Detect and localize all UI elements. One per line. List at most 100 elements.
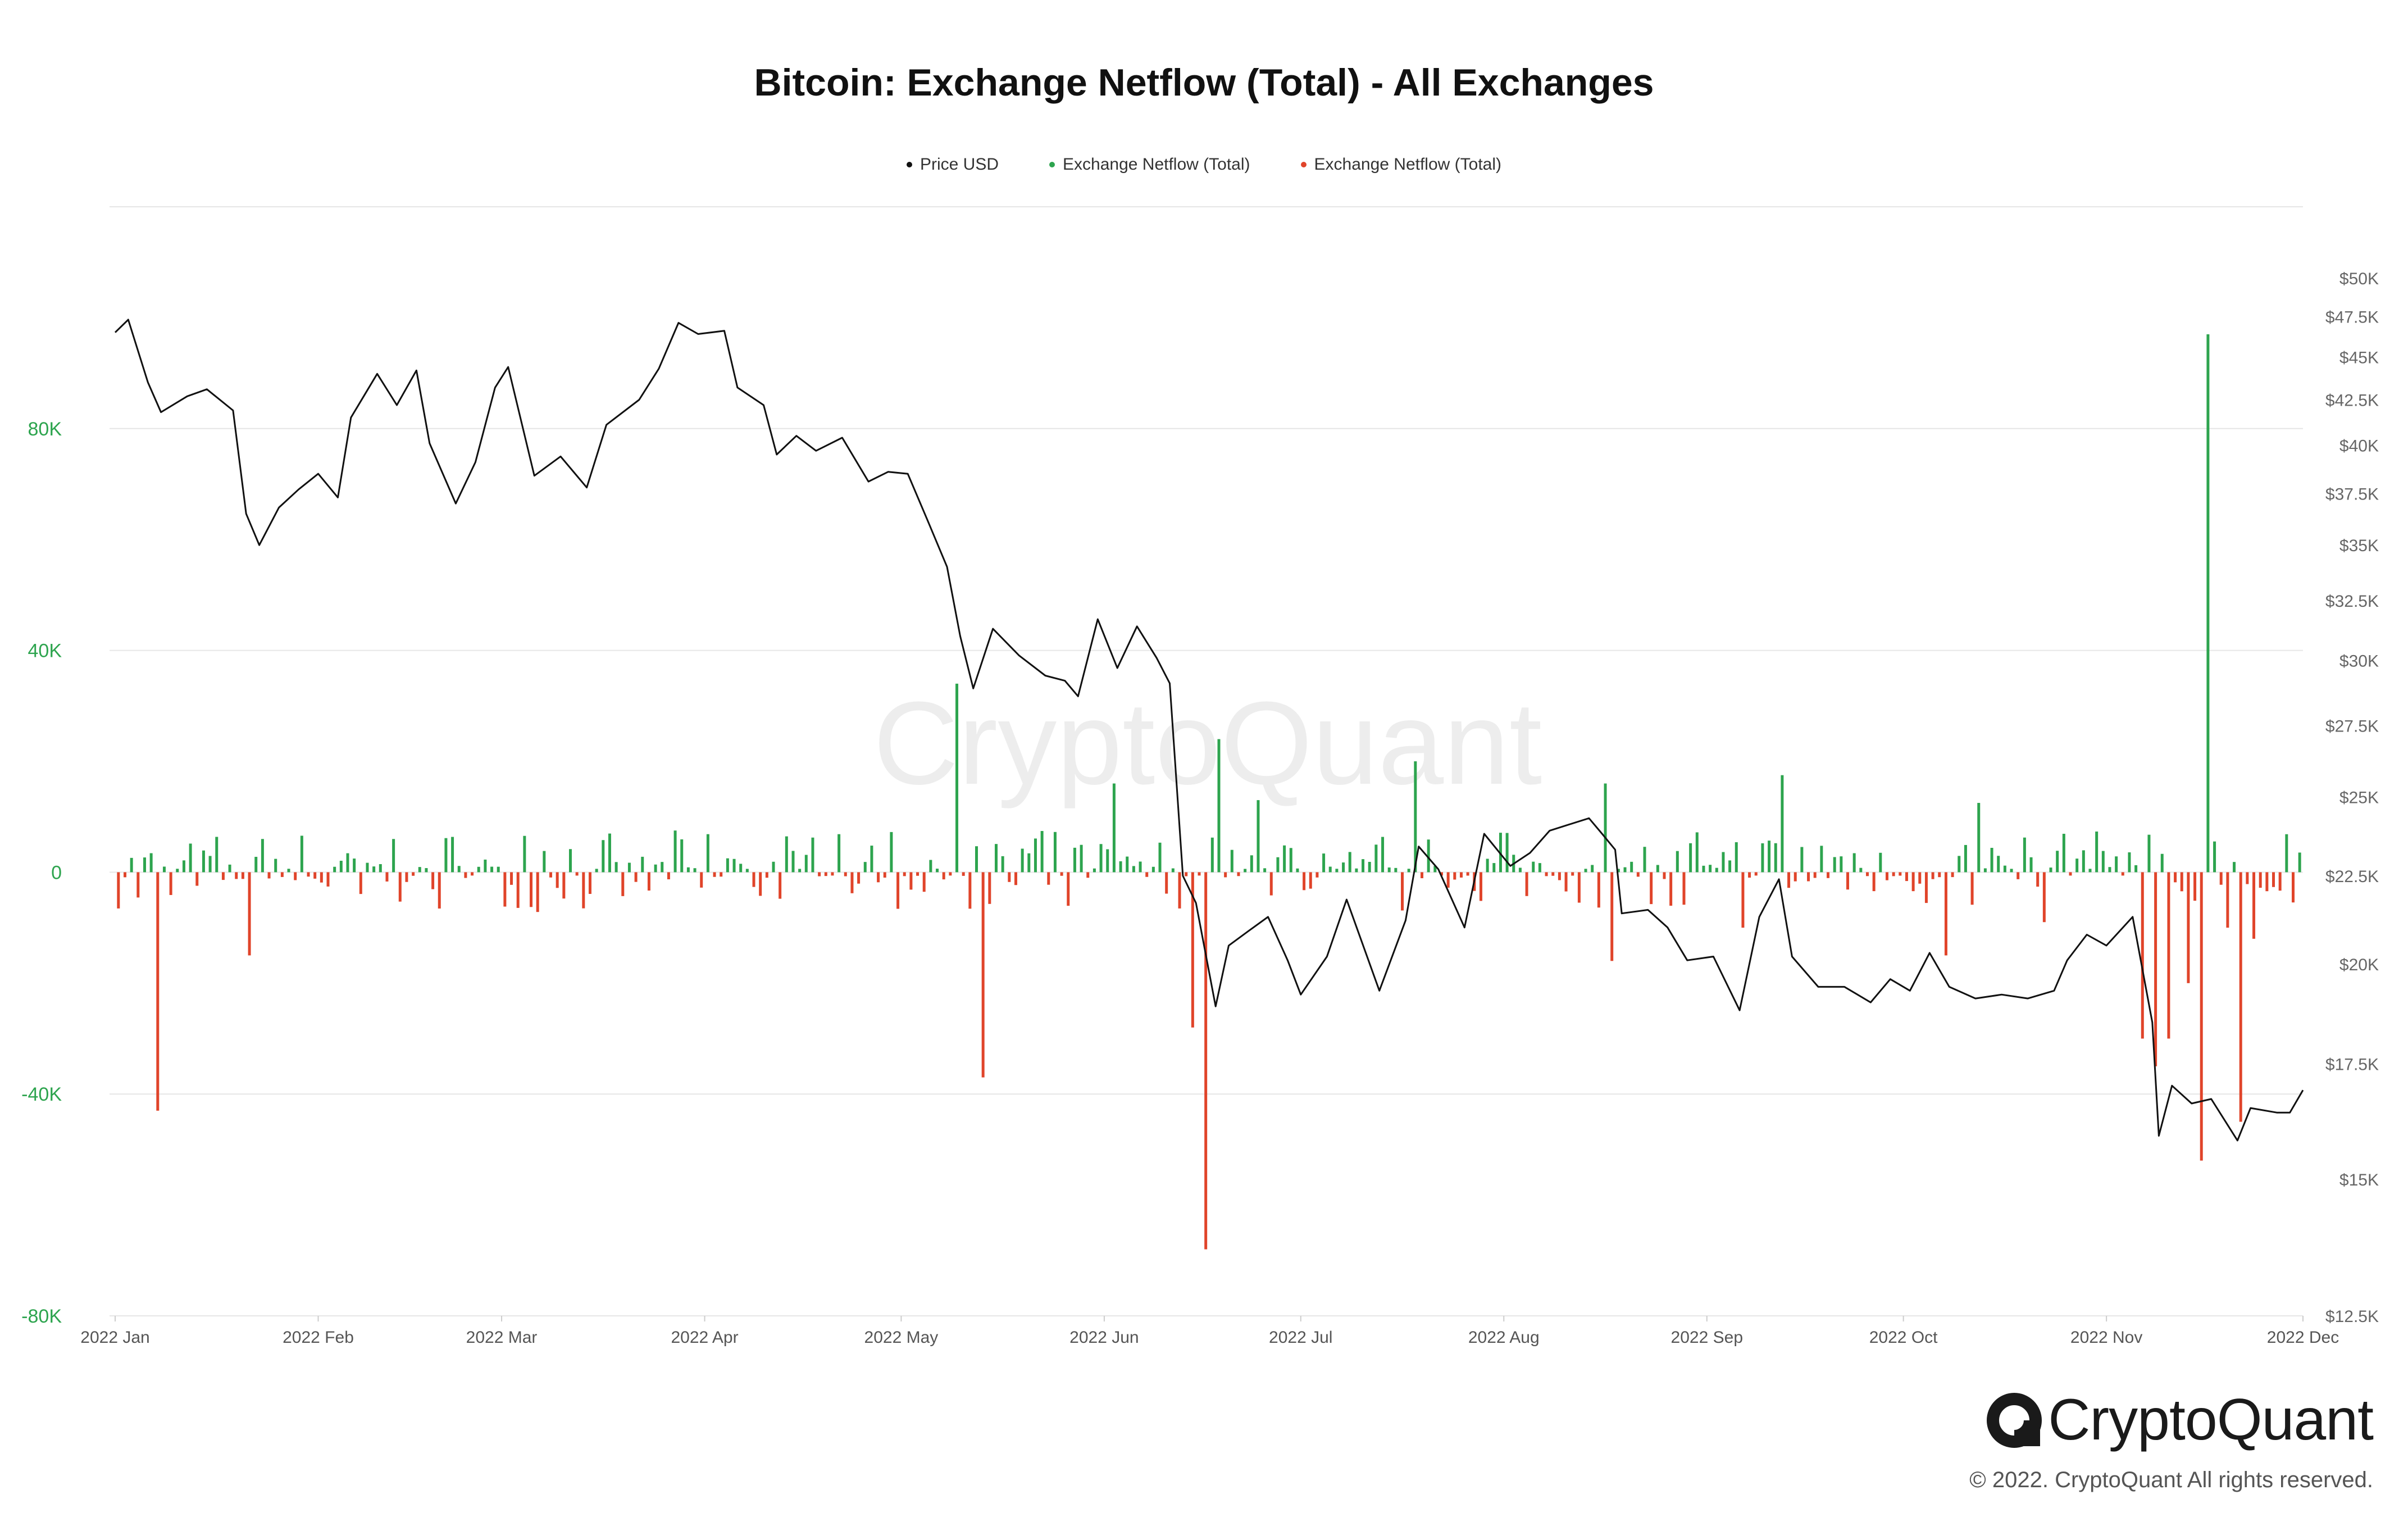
netflow-bar [614, 862, 618, 873]
netflow-bar [1669, 872, 1673, 906]
netflow-bar [2160, 853, 2164, 873]
netflow-bar [759, 872, 762, 896]
legend-item-netflow-positive[interactable]: Exchange Netflow (Total) [1049, 155, 1250, 174]
copyright-text: © 2022. CryptoQuant All rights reserved. [1969, 1468, 2373, 1492]
netflow-bar [1997, 856, 2000, 873]
netflow-bar [1198, 872, 1201, 876]
netflow-bar [2233, 862, 2236, 873]
netflow-bar [1977, 803, 1981, 873]
netflow-bar [123, 872, 126, 878]
netflow-bar [1865, 872, 1869, 876]
netflow-bar [720, 872, 723, 877]
left-axis-tick-label: 0 [51, 862, 62, 883]
netflow-bar [1309, 872, 1312, 889]
netflow-bar [2075, 859, 2079, 873]
netflow-bar [1348, 852, 1351, 873]
netflow-bar [903, 872, 906, 876]
left-axis-tick-label: 80K [28, 419, 62, 440]
netflow-bar [1538, 863, 1541, 873]
netflow-bar [1315, 872, 1319, 878]
netflow-bar [1840, 856, 1843, 873]
netflow-bar [588, 872, 591, 894]
netflow-bar [706, 834, 709, 873]
netflow-bar [1001, 856, 1004, 873]
x-axis-tick-label: 2022 Jul [1269, 1328, 1332, 1347]
legend-label-netflow-negative: Exchange Netflow (Total) [1314, 155, 1502, 174]
netflow-bar [1151, 866, 1155, 873]
netflow-bar [831, 872, 834, 876]
netflow-bar [870, 846, 873, 873]
right-axis-tick-label: $17.5K [2325, 1056, 2379, 1074]
netflow-bar [1486, 859, 1489, 873]
netflow-bar [1931, 872, 1934, 879]
cryptoquant-logo-text: CryptoQuant [2048, 1387, 2374, 1452]
netflow-bar [1577, 872, 1581, 903]
netflow-bar [202, 850, 205, 873]
netflow-bar [2095, 831, 2099, 873]
netflow-bar [1623, 867, 1627, 873]
netflow-bar [1322, 853, 1326, 873]
netflow-bar [1250, 855, 1253, 873]
netflow-bar [1185, 872, 1188, 876]
netflow-bar [143, 857, 146, 873]
netflow-bar [1964, 844, 1967, 873]
netflow-bar [2180, 872, 2183, 892]
netflow-bar [837, 834, 841, 873]
legend-item-netflow-negative[interactable]: Exchange Netflow (Total) [1300, 155, 1502, 174]
netflow-bar [1303, 872, 1306, 891]
netflow-bar [877, 872, 880, 883]
netflow-bar [1800, 847, 1804, 873]
netflow-bar [968, 872, 972, 909]
netflow-bar [1695, 832, 1699, 873]
legend-item-price[interactable]: Price USD [906, 155, 999, 174]
netflow-bar [981, 872, 985, 1078]
netflow-bar [221, 872, 225, 880]
netflow-bar [1421, 872, 1424, 879]
netflow-bar [595, 869, 598, 873]
netflow-bar [804, 855, 808, 873]
netflow-bar [909, 872, 913, 890]
netflow-bar [1709, 865, 1712, 873]
left-axis-tick-label: -80K [21, 1306, 62, 1327]
netflow-bar [2167, 872, 2170, 1039]
netflow-bar [2206, 334, 2210, 873]
netflow-bar [1414, 761, 1417, 873]
x-axis-tick-label: 2022 May [864, 1328, 939, 1347]
netflow-bar [1636, 872, 1640, 877]
netflow-bar [1067, 872, 1070, 906]
netflow-bar [949, 872, 952, 876]
netflow-bar [2213, 841, 2216, 873]
price-line [114, 319, 2304, 1142]
netflow-bar [1532, 861, 1535, 873]
netflow-bar [1872, 872, 1876, 892]
x-axis-tick-label: 2022 Jan [80, 1328, 149, 1347]
netflow-bar [2036, 872, 2040, 887]
netflow-bar [739, 864, 743, 873]
netflow-bar [162, 866, 166, 873]
netflow-bar [457, 866, 461, 873]
netflow-bar [530, 872, 533, 907]
legend-dot-netflow-positive [1049, 162, 1055, 167]
netflow-bar [326, 872, 330, 887]
netflow-bar [772, 861, 775, 873]
netflow-bar [962, 872, 965, 876]
netflow-bar [1008, 872, 1011, 882]
netflow-bar [1027, 853, 1031, 873]
netflow-bar [1132, 866, 1135, 873]
netflow-bar [1571, 872, 1574, 876]
legend-label-netflow-positive: Exchange Netflow (Total) [1063, 155, 1250, 174]
netflow-bar [1682, 872, 1686, 905]
netflow-bar [752, 872, 755, 887]
netflow-bar [248, 872, 251, 956]
netflow-bar [1210, 837, 1214, 873]
netflow-bar [1073, 847, 1076, 873]
netflow-bar [366, 862, 369, 873]
netflow-bar [627, 862, 631, 873]
netflow-bar [1787, 872, 1791, 888]
x-axis-tick-label: 2022 Feb [283, 1328, 354, 1347]
netflow-bar [975, 846, 978, 873]
netflow-bar [1230, 850, 1233, 873]
netflow-bar [182, 860, 185, 873]
netflow-bar [1970, 872, 1974, 905]
